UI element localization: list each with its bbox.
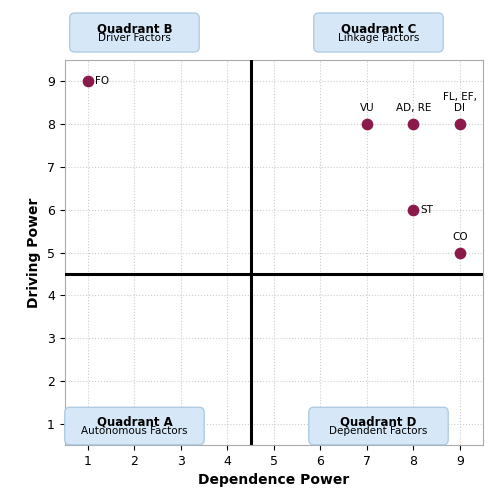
Text: VU: VU: [360, 104, 374, 114]
Point: [456, 248, 464, 256]
Text: FL, EF,
DI: FL, EF, DI: [443, 92, 477, 114]
Text: Dependent Factors: Dependent Factors: [329, 426, 428, 436]
Point: [409, 206, 417, 214]
Text: Autonomous Factors: Autonomous Factors: [81, 426, 188, 436]
Text: Quadrant A: Quadrant A: [97, 416, 172, 429]
Text: FO: FO: [95, 76, 109, 86]
Point: [363, 120, 371, 128]
Text: Quadrant B: Quadrant B: [97, 22, 172, 35]
Text: ST: ST: [420, 204, 433, 214]
Text: Quadrant D: Quadrant D: [340, 416, 417, 429]
Text: Quadrant C: Quadrant C: [341, 22, 416, 35]
Y-axis label: Driving Power: Driving Power: [27, 198, 41, 308]
Point: [456, 120, 464, 128]
Point: [84, 78, 92, 86]
Text: Linkage Factors: Linkage Factors: [338, 32, 419, 42]
Text: Driver Factors: Driver Factors: [98, 32, 171, 42]
Text: AD, RE: AD, RE: [395, 104, 431, 114]
X-axis label: Dependence Power: Dependence Power: [198, 474, 350, 488]
Point: [409, 120, 417, 128]
Text: CO: CO: [452, 232, 468, 242]
